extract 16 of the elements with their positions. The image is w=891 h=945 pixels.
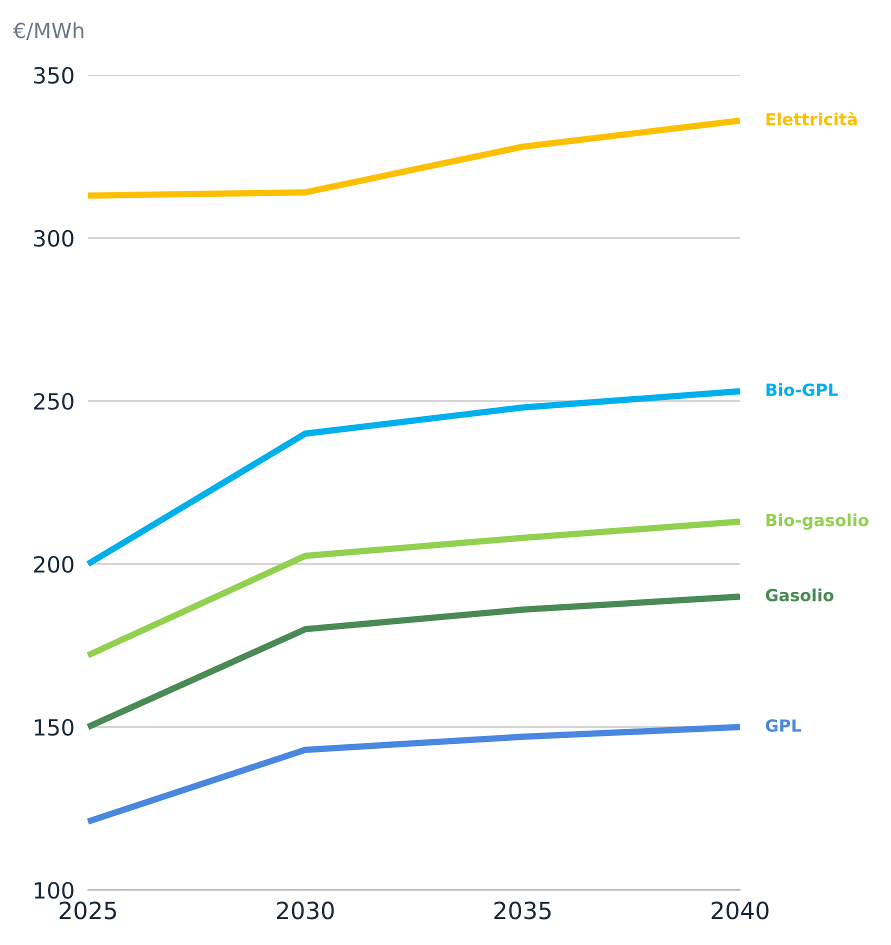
y-axis-title: €/MWh	[13, 22, 84, 40]
series-label: GPL	[766, 719, 802, 732]
x-tick-label: 2030	[277, 902, 334, 920]
y-tick-label: 300	[34, 230, 74, 247]
series-label: Bio-gasolio	[766, 513, 868, 530]
x-tick-label: 2035	[494, 902, 551, 920]
y-tick-label: 250	[34, 392, 74, 410]
y-tick-label: 200	[34, 556, 74, 573]
y-tick-label: 100	[34, 882, 74, 899]
y-tick-label: 150	[34, 718, 74, 736]
series-label: Bio-GPL	[766, 383, 838, 396]
series-label: Gasolio	[766, 588, 834, 602]
x-tick-label: 2025	[60, 902, 116, 920]
series-label: Elettricità	[766, 112, 857, 126]
y-tick-label: 350	[34, 66, 74, 84]
x-tick-label: 2040	[712, 902, 768, 920]
